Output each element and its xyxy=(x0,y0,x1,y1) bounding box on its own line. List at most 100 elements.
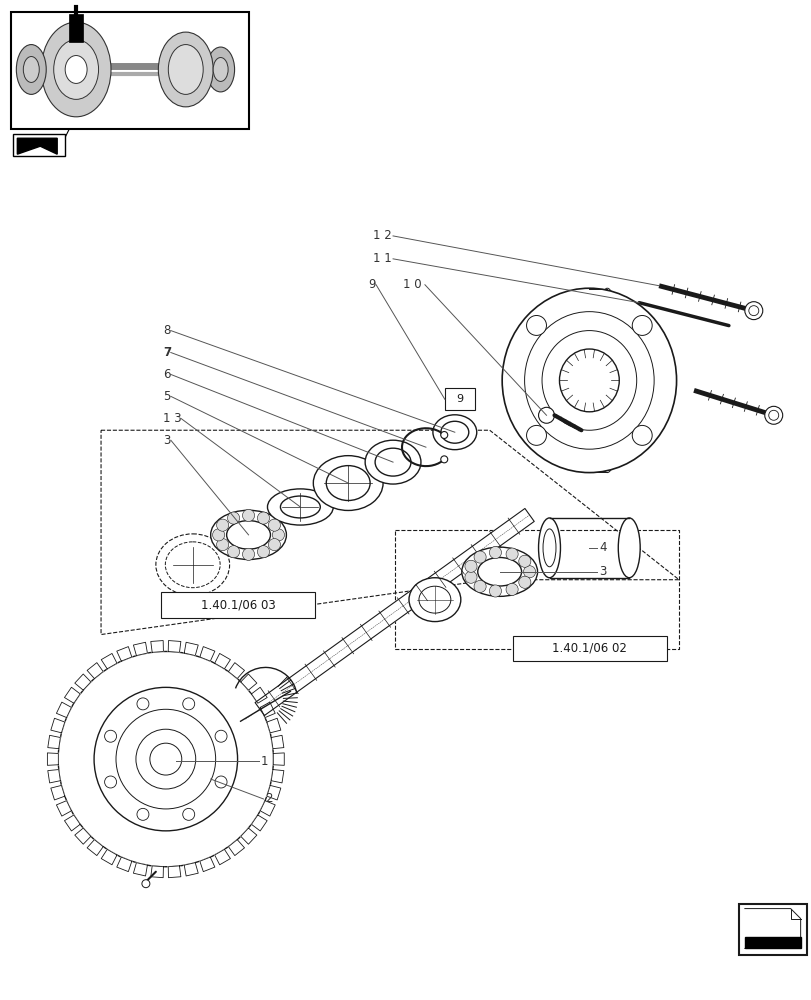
Polygon shape xyxy=(51,718,65,733)
Text: 1.40.1/06 02: 1.40.1/06 02 xyxy=(551,642,626,655)
Ellipse shape xyxy=(156,534,230,596)
Ellipse shape xyxy=(280,496,320,518)
Ellipse shape xyxy=(440,421,468,443)
Ellipse shape xyxy=(538,518,560,578)
Polygon shape xyxy=(744,909,800,948)
Circle shape xyxy=(135,729,195,789)
Bar xyxy=(444,388,474,410)
Circle shape xyxy=(257,546,269,558)
Polygon shape xyxy=(117,647,131,661)
Polygon shape xyxy=(214,653,230,669)
Circle shape xyxy=(116,709,216,809)
Circle shape xyxy=(526,315,546,335)
Ellipse shape xyxy=(65,56,87,83)
Polygon shape xyxy=(168,866,181,878)
Polygon shape xyxy=(744,937,800,948)
Polygon shape xyxy=(241,674,256,690)
Polygon shape xyxy=(267,718,281,733)
Ellipse shape xyxy=(313,456,383,510)
Circle shape xyxy=(212,529,225,541)
Circle shape xyxy=(105,776,117,788)
Polygon shape xyxy=(101,653,117,669)
Ellipse shape xyxy=(365,440,420,484)
Polygon shape xyxy=(75,828,91,844)
Text: 9: 9 xyxy=(456,394,463,404)
Circle shape xyxy=(518,576,530,588)
Circle shape xyxy=(182,808,195,820)
Circle shape xyxy=(272,529,284,541)
Ellipse shape xyxy=(477,558,521,586)
Polygon shape xyxy=(151,641,163,652)
Circle shape xyxy=(217,539,229,551)
Polygon shape xyxy=(260,702,275,718)
Ellipse shape xyxy=(501,288,676,473)
Ellipse shape xyxy=(226,521,270,549)
Text: 1 2: 1 2 xyxy=(372,229,392,242)
Text: 1 1: 1 1 xyxy=(372,252,392,265)
Circle shape xyxy=(268,539,280,551)
Polygon shape xyxy=(64,687,80,703)
Ellipse shape xyxy=(213,58,228,81)
Bar xyxy=(512,636,667,661)
Ellipse shape xyxy=(41,22,111,117)
Polygon shape xyxy=(75,674,91,690)
Circle shape xyxy=(215,776,227,788)
Circle shape xyxy=(182,698,195,710)
Ellipse shape xyxy=(542,331,636,430)
Circle shape xyxy=(440,432,447,438)
Ellipse shape xyxy=(24,57,39,82)
Text: 1.40.1/06 03: 1.40.1/06 03 xyxy=(201,598,276,611)
Polygon shape xyxy=(184,863,198,876)
Text: 3: 3 xyxy=(599,565,606,578)
Ellipse shape xyxy=(16,45,46,94)
Polygon shape xyxy=(228,840,244,856)
Polygon shape xyxy=(271,735,284,749)
Ellipse shape xyxy=(326,466,370,500)
Polygon shape xyxy=(101,849,117,865)
Circle shape xyxy=(142,880,150,888)
Polygon shape xyxy=(133,863,148,876)
Ellipse shape xyxy=(409,578,461,622)
Polygon shape xyxy=(51,785,65,800)
Circle shape xyxy=(465,571,477,583)
Circle shape xyxy=(768,410,778,420)
Ellipse shape xyxy=(592,288,621,473)
Circle shape xyxy=(268,519,280,531)
Polygon shape xyxy=(251,815,267,831)
Circle shape xyxy=(217,519,229,531)
Circle shape xyxy=(523,566,535,578)
Text: 3: 3 xyxy=(163,434,170,447)
Circle shape xyxy=(748,306,757,316)
Circle shape xyxy=(465,560,477,572)
Circle shape xyxy=(505,583,517,595)
Bar xyxy=(161,592,315,618)
Circle shape xyxy=(137,808,148,820)
Circle shape xyxy=(257,512,269,524)
Circle shape xyxy=(526,425,546,445)
Ellipse shape xyxy=(524,312,654,449)
Circle shape xyxy=(744,302,762,320)
Polygon shape xyxy=(87,840,103,856)
Polygon shape xyxy=(48,770,60,783)
Circle shape xyxy=(489,546,501,559)
Circle shape xyxy=(489,585,501,597)
Ellipse shape xyxy=(158,32,213,107)
Ellipse shape xyxy=(461,547,537,596)
Circle shape xyxy=(105,730,117,742)
Polygon shape xyxy=(228,663,244,679)
Ellipse shape xyxy=(559,349,619,412)
Polygon shape xyxy=(251,687,267,703)
Circle shape xyxy=(215,730,227,742)
Polygon shape xyxy=(214,849,230,865)
Polygon shape xyxy=(56,702,71,718)
Polygon shape xyxy=(133,642,148,656)
Circle shape xyxy=(94,687,238,831)
Circle shape xyxy=(632,425,651,445)
Polygon shape xyxy=(273,753,284,765)
Polygon shape xyxy=(64,815,80,831)
Ellipse shape xyxy=(267,489,333,525)
Ellipse shape xyxy=(165,542,220,588)
Circle shape xyxy=(518,555,530,567)
Circle shape xyxy=(150,743,182,775)
Polygon shape xyxy=(260,801,275,816)
